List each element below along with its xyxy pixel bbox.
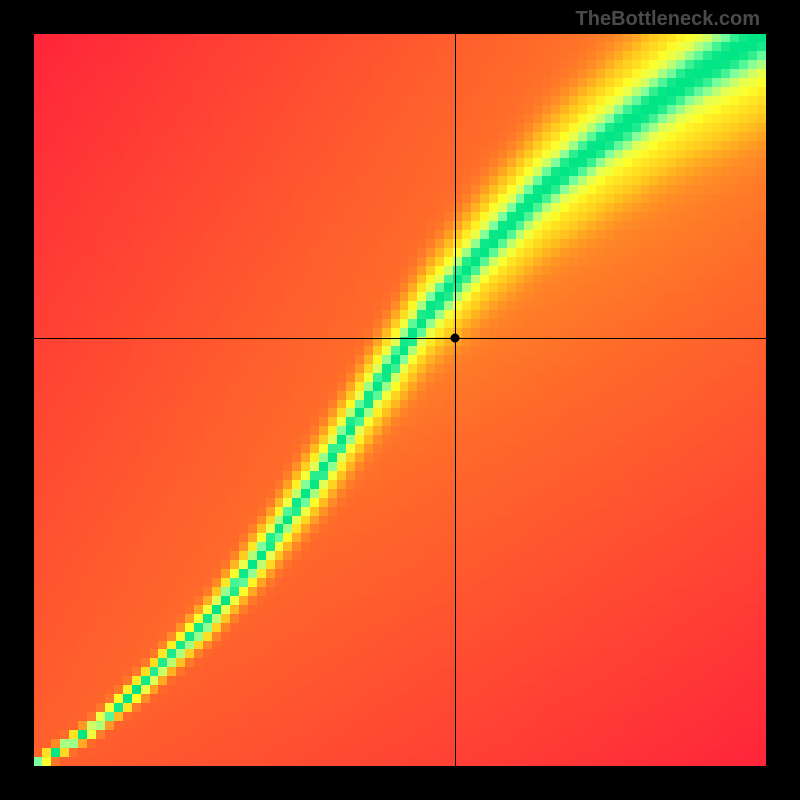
- heatmap-canvas: [34, 34, 766, 766]
- crosshair-horizontal: [34, 338, 766, 339]
- crosshair-vertical: [455, 34, 456, 766]
- bottleneck-heatmap: [34, 34, 766, 766]
- watermark-text: TheBottleneck.com: [576, 8, 760, 31]
- selection-marker: [450, 333, 459, 342]
